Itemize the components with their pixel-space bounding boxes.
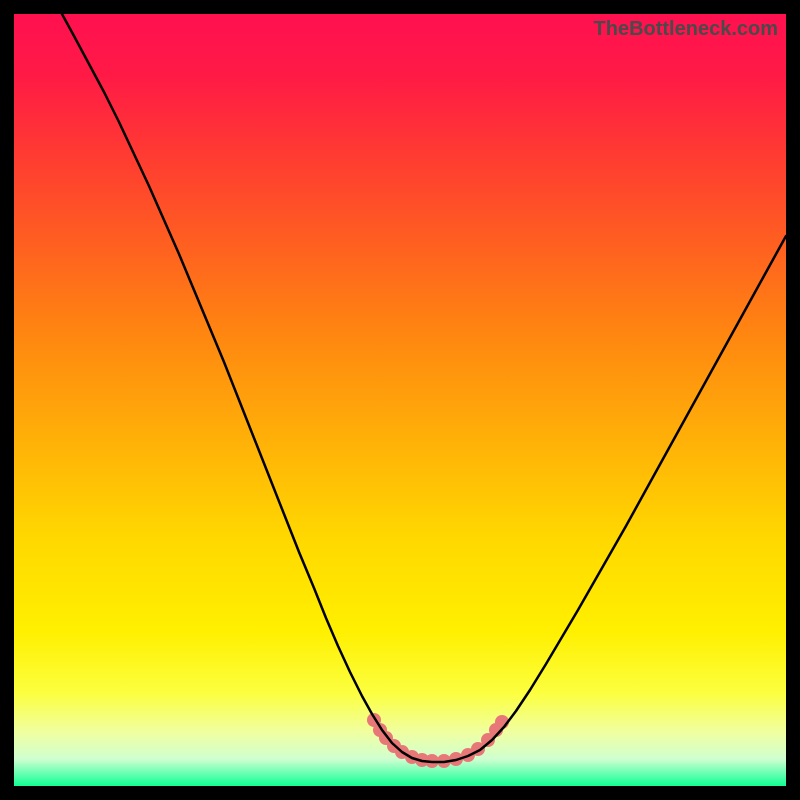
watermark-text: TheBottleneck.com	[594, 18, 778, 41]
chart-area	[14, 14, 786, 786]
gradient-background	[14, 14, 786, 786]
